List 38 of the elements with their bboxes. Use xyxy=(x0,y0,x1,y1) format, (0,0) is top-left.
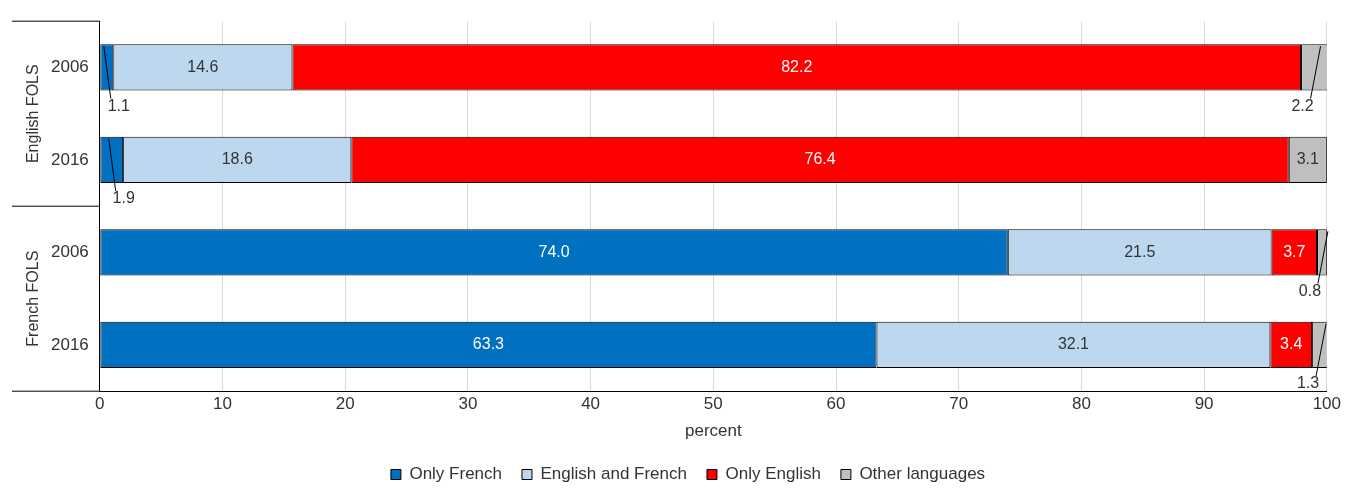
data-label: 3.7 xyxy=(1283,242,1306,260)
data-label: 3.1 xyxy=(1296,150,1320,168)
text: English FOLS xyxy=(24,64,42,164)
text: French FOLS xyxy=(24,250,42,347)
x-tick-label: 30 xyxy=(458,394,478,414)
y-tick-label: 2006 xyxy=(50,57,89,77)
data-label: 18.6 xyxy=(221,150,253,168)
x-tick-label: 90 xyxy=(1194,394,1214,414)
x-tick-label: 80 xyxy=(1071,394,1091,414)
x-tick-label: 40 xyxy=(581,394,601,414)
data-label: 82.2 xyxy=(781,57,813,75)
legend-label: Other languages xyxy=(859,464,986,484)
data-label: 21.5 xyxy=(1124,242,1156,260)
data-label: 14.6 xyxy=(187,57,219,75)
data-label: 1.1 xyxy=(107,96,131,114)
data-label: 74.0 xyxy=(538,242,570,260)
x-tick-label: 60 xyxy=(826,394,846,414)
x-tick-label: 20 xyxy=(335,394,355,414)
legend-label: Only French xyxy=(409,464,502,484)
y-tick-label: 2006 xyxy=(50,242,89,262)
x-tick-label: 10 xyxy=(213,394,232,414)
data-label: 2.2 xyxy=(1291,96,1314,114)
data-label: 32.1 xyxy=(1057,335,1090,353)
x-tick-label: 0 xyxy=(95,394,105,414)
x-axis-title: percent xyxy=(684,421,742,441)
legend-label: Only English xyxy=(725,464,821,484)
data-label: 0.8 xyxy=(1298,281,1322,299)
legend-label: English and French xyxy=(540,464,687,484)
data-label: 76.4 xyxy=(804,150,836,168)
data-label: 1.3 xyxy=(1296,374,1320,392)
data-label: 63.3 xyxy=(472,335,505,353)
data-label: 1.9 xyxy=(112,189,135,207)
y-tick-label: 2016 xyxy=(50,149,89,169)
x-tick-label: 100 xyxy=(1312,394,1342,414)
x-tick-label: 50 xyxy=(703,394,723,414)
y-tick-label: 2016 xyxy=(50,334,89,354)
data-label: 3.4 xyxy=(1280,335,1303,353)
x-tick-label: 70 xyxy=(949,394,969,414)
